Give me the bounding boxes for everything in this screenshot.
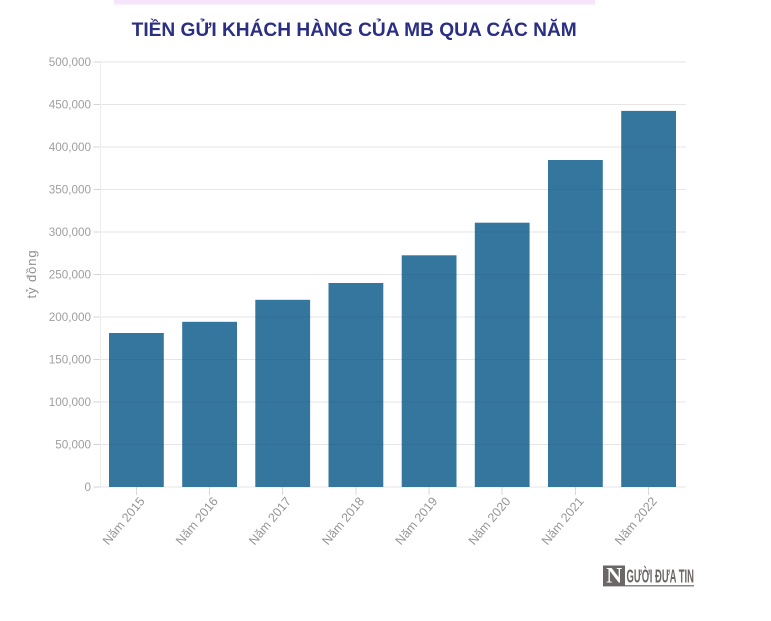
svg-text:Năm 2017: Năm 2017 bbox=[246, 494, 294, 547]
svg-text:350,000: 350,000 bbox=[49, 183, 92, 196]
svg-text:50,000: 50,000 bbox=[55, 438, 91, 451]
svg-text:Năm 2016: Năm 2016 bbox=[173, 494, 221, 547]
svg-text:Năm 2020: Năm 2020 bbox=[466, 494, 514, 547]
svg-text:250,000: 250,000 bbox=[49, 268, 92, 281]
svg-text:Năm 2021: Năm 2021 bbox=[539, 494, 587, 547]
svg-text:Năm 2018: Năm 2018 bbox=[319, 494, 367, 547]
svg-text:400,000: 400,000 bbox=[49, 141, 92, 154]
svg-text:GƯỜI ĐƯA TIN: GƯỜI ĐƯA TIN bbox=[627, 566, 695, 587]
svg-text:450,000: 450,000 bbox=[49, 98, 92, 111]
svg-text:300,000: 300,000 bbox=[49, 226, 92, 239]
svg-text:150,000: 150,000 bbox=[49, 353, 92, 366]
svg-text:Năm 2019: Năm 2019 bbox=[393, 494, 441, 547]
svg-text:Năm 2015: Năm 2015 bbox=[100, 494, 148, 547]
svg-text:100,000: 100,000 bbox=[49, 396, 92, 409]
svg-text:N: N bbox=[606, 563, 622, 588]
svg-text:200,000: 200,000 bbox=[49, 311, 92, 324]
svg-text:0: 0 bbox=[84, 481, 91, 494]
svg-text:tỷ đồng: tỷ đồng bbox=[24, 250, 39, 299]
svg-text:500,000: 500,000 bbox=[49, 56, 92, 69]
svg-text:Năm 2022: Năm 2022 bbox=[612, 494, 660, 547]
